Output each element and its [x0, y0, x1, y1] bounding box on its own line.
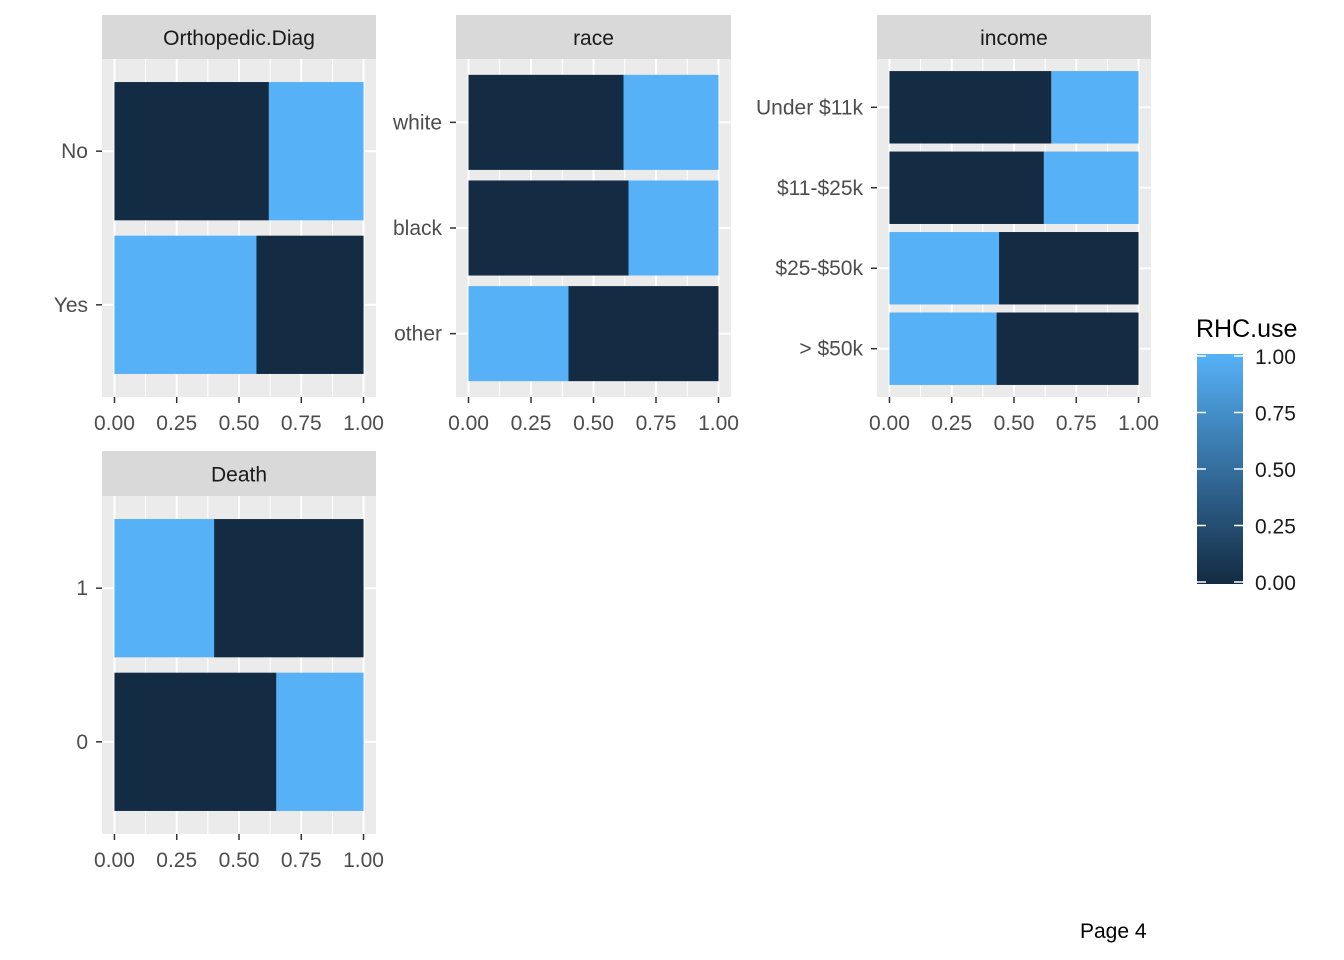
y-tick-label: Under $11k	[756, 96, 864, 119]
x-tick-label: 0.25	[511, 412, 552, 435]
x-tick-label: 1.00	[343, 849, 384, 872]
bar-segment	[999, 232, 1139, 305]
x-tick-label: 0.00	[448, 412, 489, 435]
x-tick-label: 0.50	[573, 412, 614, 435]
facet-strip	[102, 451, 376, 496]
facet-strip	[102, 15, 376, 59]
legend-tick-label: 0.25	[1255, 516, 1296, 539]
page-number: Page 4	[1080, 920, 1147, 943]
bar-segment	[889, 71, 1052, 144]
y-tick-label: black	[393, 217, 443, 240]
facet-panel-2: race white black other 0.00 0.25 0.50 0.75 1.00	[392, 15, 739, 435]
y-tick-label: 0	[76, 731, 88, 754]
x-tick-label: 0.00	[869, 412, 910, 435]
bar-segment	[114, 519, 215, 658]
legend-tick-label: 1.00	[1255, 346, 1296, 369]
bar-segment	[114, 672, 277, 811]
y-tick-label: white	[392, 111, 442, 134]
bar-segment	[889, 232, 1000, 305]
bar-segment	[889, 151, 1044, 224]
facet-strip-label: Death	[211, 464, 267, 487]
x-tick-label: 1.00	[1118, 412, 1159, 435]
x-tick-label: 0.25	[931, 412, 972, 435]
legend-tick-label: 0.75	[1255, 403, 1296, 426]
legend: RHC.use 1.00 0.75 0.50 0.25 0.00	[1196, 315, 1297, 595]
y-tick-label: $25-$50k	[775, 257, 863, 280]
facet-panel-1: Orthopedic.Diag No Yes 0.00 0.25 0.50 0.75 1.00	[54, 15, 384, 435]
y-tick-label: No	[61, 140, 88, 163]
facet-strip	[877, 15, 1151, 59]
bar-segment	[276, 672, 364, 811]
facet-strip-label: Orthopedic.Diag	[163, 27, 315, 50]
bar-segment	[468, 74, 624, 170]
bar-segment	[1043, 151, 1139, 224]
bar-segment	[468, 286, 569, 382]
x-tick-label: 0.75	[281, 849, 322, 872]
bar-segment	[114, 235, 257, 374]
x-tick-label: 0.75	[636, 412, 677, 435]
x-tick-label: 1.00	[698, 412, 739, 435]
x-tick-label: 0.75	[1056, 412, 1097, 435]
bar-segment	[889, 312, 997, 385]
x-tick-label: 0.50	[994, 412, 1035, 435]
x-tick-label: 0.75	[281, 412, 322, 435]
bar-segment	[256, 235, 364, 374]
facet-strip	[456, 15, 731, 59]
facet-panel-3: income Under $11k $11-$25k $25-$50k > $50k 0.…	[756, 15, 1159, 435]
x-tick-label: 0.00	[94, 412, 135, 435]
x-tick-label: 0.50	[219, 849, 260, 872]
bar-segment	[996, 312, 1139, 385]
y-tick-label: 1	[76, 577, 88, 600]
bar-segment	[468, 180, 629, 276]
x-tick-label: 0.50	[219, 412, 260, 435]
legend-tick-label: 0.50	[1255, 459, 1296, 482]
bar-segment	[1051, 71, 1139, 144]
x-tick-label: 1.00	[343, 412, 384, 435]
legend-tick-label: 0.00	[1255, 572, 1296, 595]
bar-segment	[114, 82, 269, 221]
y-tick-label: $11-$25k	[777, 177, 864, 200]
facet-strip-label: income	[980, 27, 1048, 50]
x-tick-label: 0.25	[156, 849, 197, 872]
y-tick-label: > $50k	[799, 338, 863, 361]
facet-strip-label: race	[573, 27, 614, 50]
bar-segment	[628, 180, 719, 276]
bar-segment	[268, 82, 364, 221]
y-tick-label: Yes	[54, 294, 88, 317]
facet-panel-4: Death 1 0 0.00 0.25 0.50 0.75 1.00	[76, 451, 384, 872]
y-tick-label: other	[394, 323, 442, 346]
bar-segment	[623, 74, 719, 170]
legend-title: RHC.use	[1196, 315, 1297, 343]
x-tick-label: 0.25	[156, 412, 197, 435]
x-tick-label: 0.00	[94, 849, 135, 872]
bar-segment	[568, 286, 719, 382]
bar-segment	[214, 519, 364, 658]
